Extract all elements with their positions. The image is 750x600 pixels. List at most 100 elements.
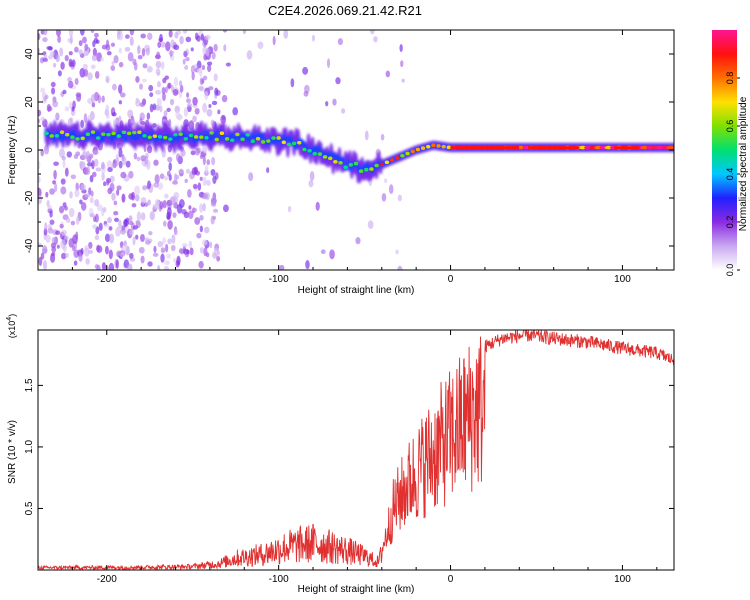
ridge-hotspot <box>101 132 106 136</box>
noise-blob <box>160 247 166 254</box>
noise-blob <box>232 107 239 116</box>
ridge-hotspot <box>168 137 173 141</box>
noise-blob <box>242 30 247 35</box>
noise-blob <box>162 200 167 209</box>
ridge-hotspot <box>250 139 256 143</box>
ridge-hotspot <box>44 131 49 136</box>
noise-blob <box>202 102 207 113</box>
noise-blob <box>95 167 102 172</box>
noise-blob <box>192 183 198 190</box>
noise-blob <box>94 71 100 79</box>
noise-blob <box>157 81 161 88</box>
noise-blob <box>94 234 100 241</box>
noise-blob <box>106 160 113 169</box>
noise-blob <box>129 36 134 47</box>
noise-blob <box>136 156 141 162</box>
noise-blob <box>94 32 99 38</box>
noise-blob <box>78 252 83 262</box>
ridge-hotspot <box>348 163 354 167</box>
noise-blob <box>48 46 53 51</box>
noise-blob <box>65 252 69 258</box>
noise-blob <box>109 233 115 244</box>
noise-blob <box>287 205 292 213</box>
noise-blob <box>204 90 209 100</box>
noise-blob <box>40 87 45 94</box>
noise-blob <box>59 148 65 158</box>
noise-blob <box>174 228 178 236</box>
noise-blob <box>166 107 171 112</box>
noise-blob <box>216 255 221 262</box>
noise-blob <box>401 78 405 83</box>
noise-blob <box>40 116 46 122</box>
ridge-hotspot <box>405 151 410 156</box>
snr-x-axis: -200 -100 0 100 <box>37 330 658 585</box>
ridge-peak-streak <box>450 146 520 150</box>
noise-blob <box>153 159 159 166</box>
noise-blob <box>163 176 169 181</box>
noise-blob <box>120 228 126 235</box>
noise-blob <box>121 156 127 166</box>
noise-blob <box>190 47 194 52</box>
noise-blob <box>192 115 197 123</box>
noise-blob <box>51 87 56 95</box>
noise-blob <box>223 44 227 52</box>
noise-blob <box>79 160 83 169</box>
noise-blob <box>84 193 91 198</box>
ridge-hotspot <box>395 156 400 160</box>
ridge-hotspot <box>245 132 250 137</box>
noise-blob <box>397 265 403 270</box>
noise-blob <box>132 236 136 246</box>
ridge-hotspot <box>235 132 240 137</box>
noise-blob <box>141 47 146 57</box>
noise-blob <box>159 173 165 180</box>
noise-blob <box>85 166 91 175</box>
noise-blob <box>68 51 73 56</box>
noise-blob <box>196 60 202 69</box>
ridge-hotspot <box>193 135 199 139</box>
ridge-hotspot <box>374 163 379 168</box>
noise-blob <box>164 75 170 80</box>
ridge-hotspot <box>266 139 271 143</box>
noise-blob <box>85 150 91 161</box>
noise-blob <box>149 103 154 113</box>
noise-blob <box>154 174 160 184</box>
ridge-hotspot <box>312 151 317 156</box>
noise-blob <box>149 92 154 98</box>
noise-blob <box>50 253 56 263</box>
noise-blob <box>49 51 55 57</box>
noise-blob <box>164 193 169 199</box>
noise-blob <box>181 242 188 248</box>
noise-blob <box>200 33 205 41</box>
noise-blob <box>205 179 211 186</box>
noise-blob <box>208 104 212 109</box>
noise-blob <box>114 217 119 223</box>
noise-blob <box>213 208 219 213</box>
spectrogram-y-tick-label: -20 <box>24 190 35 205</box>
snr-panel: -200 -100 0 100 0.5 1.0 1.5 Height of straigh… <box>6 314 675 595</box>
spectrogram-x-tick-label: -200 <box>97 274 117 285</box>
noise-blob <box>210 196 217 206</box>
noise-blob <box>95 226 100 235</box>
noise-blob <box>75 216 80 225</box>
noise-blob <box>211 100 218 106</box>
noise-blob <box>116 185 122 191</box>
noise-blob <box>142 185 147 191</box>
noise-blob <box>113 211 119 216</box>
noise-blob <box>162 237 166 245</box>
ridge-hotspot <box>281 140 287 145</box>
noise-blob <box>135 220 140 226</box>
noise-blob <box>40 149 44 157</box>
ridge-hotspot <box>358 169 364 174</box>
noise-blob <box>75 231 79 240</box>
noise-blob <box>190 65 195 74</box>
noise-blob <box>182 30 188 34</box>
noise-blob <box>61 229 67 236</box>
noise-blob <box>145 47 150 56</box>
noise-blob <box>161 61 165 70</box>
noise-blob <box>206 61 213 66</box>
noise-blob <box>180 149 186 157</box>
ridge-hotspot <box>436 144 441 148</box>
noise-blob <box>129 229 134 236</box>
noise-blob <box>202 203 206 212</box>
noise-blob <box>210 215 215 225</box>
